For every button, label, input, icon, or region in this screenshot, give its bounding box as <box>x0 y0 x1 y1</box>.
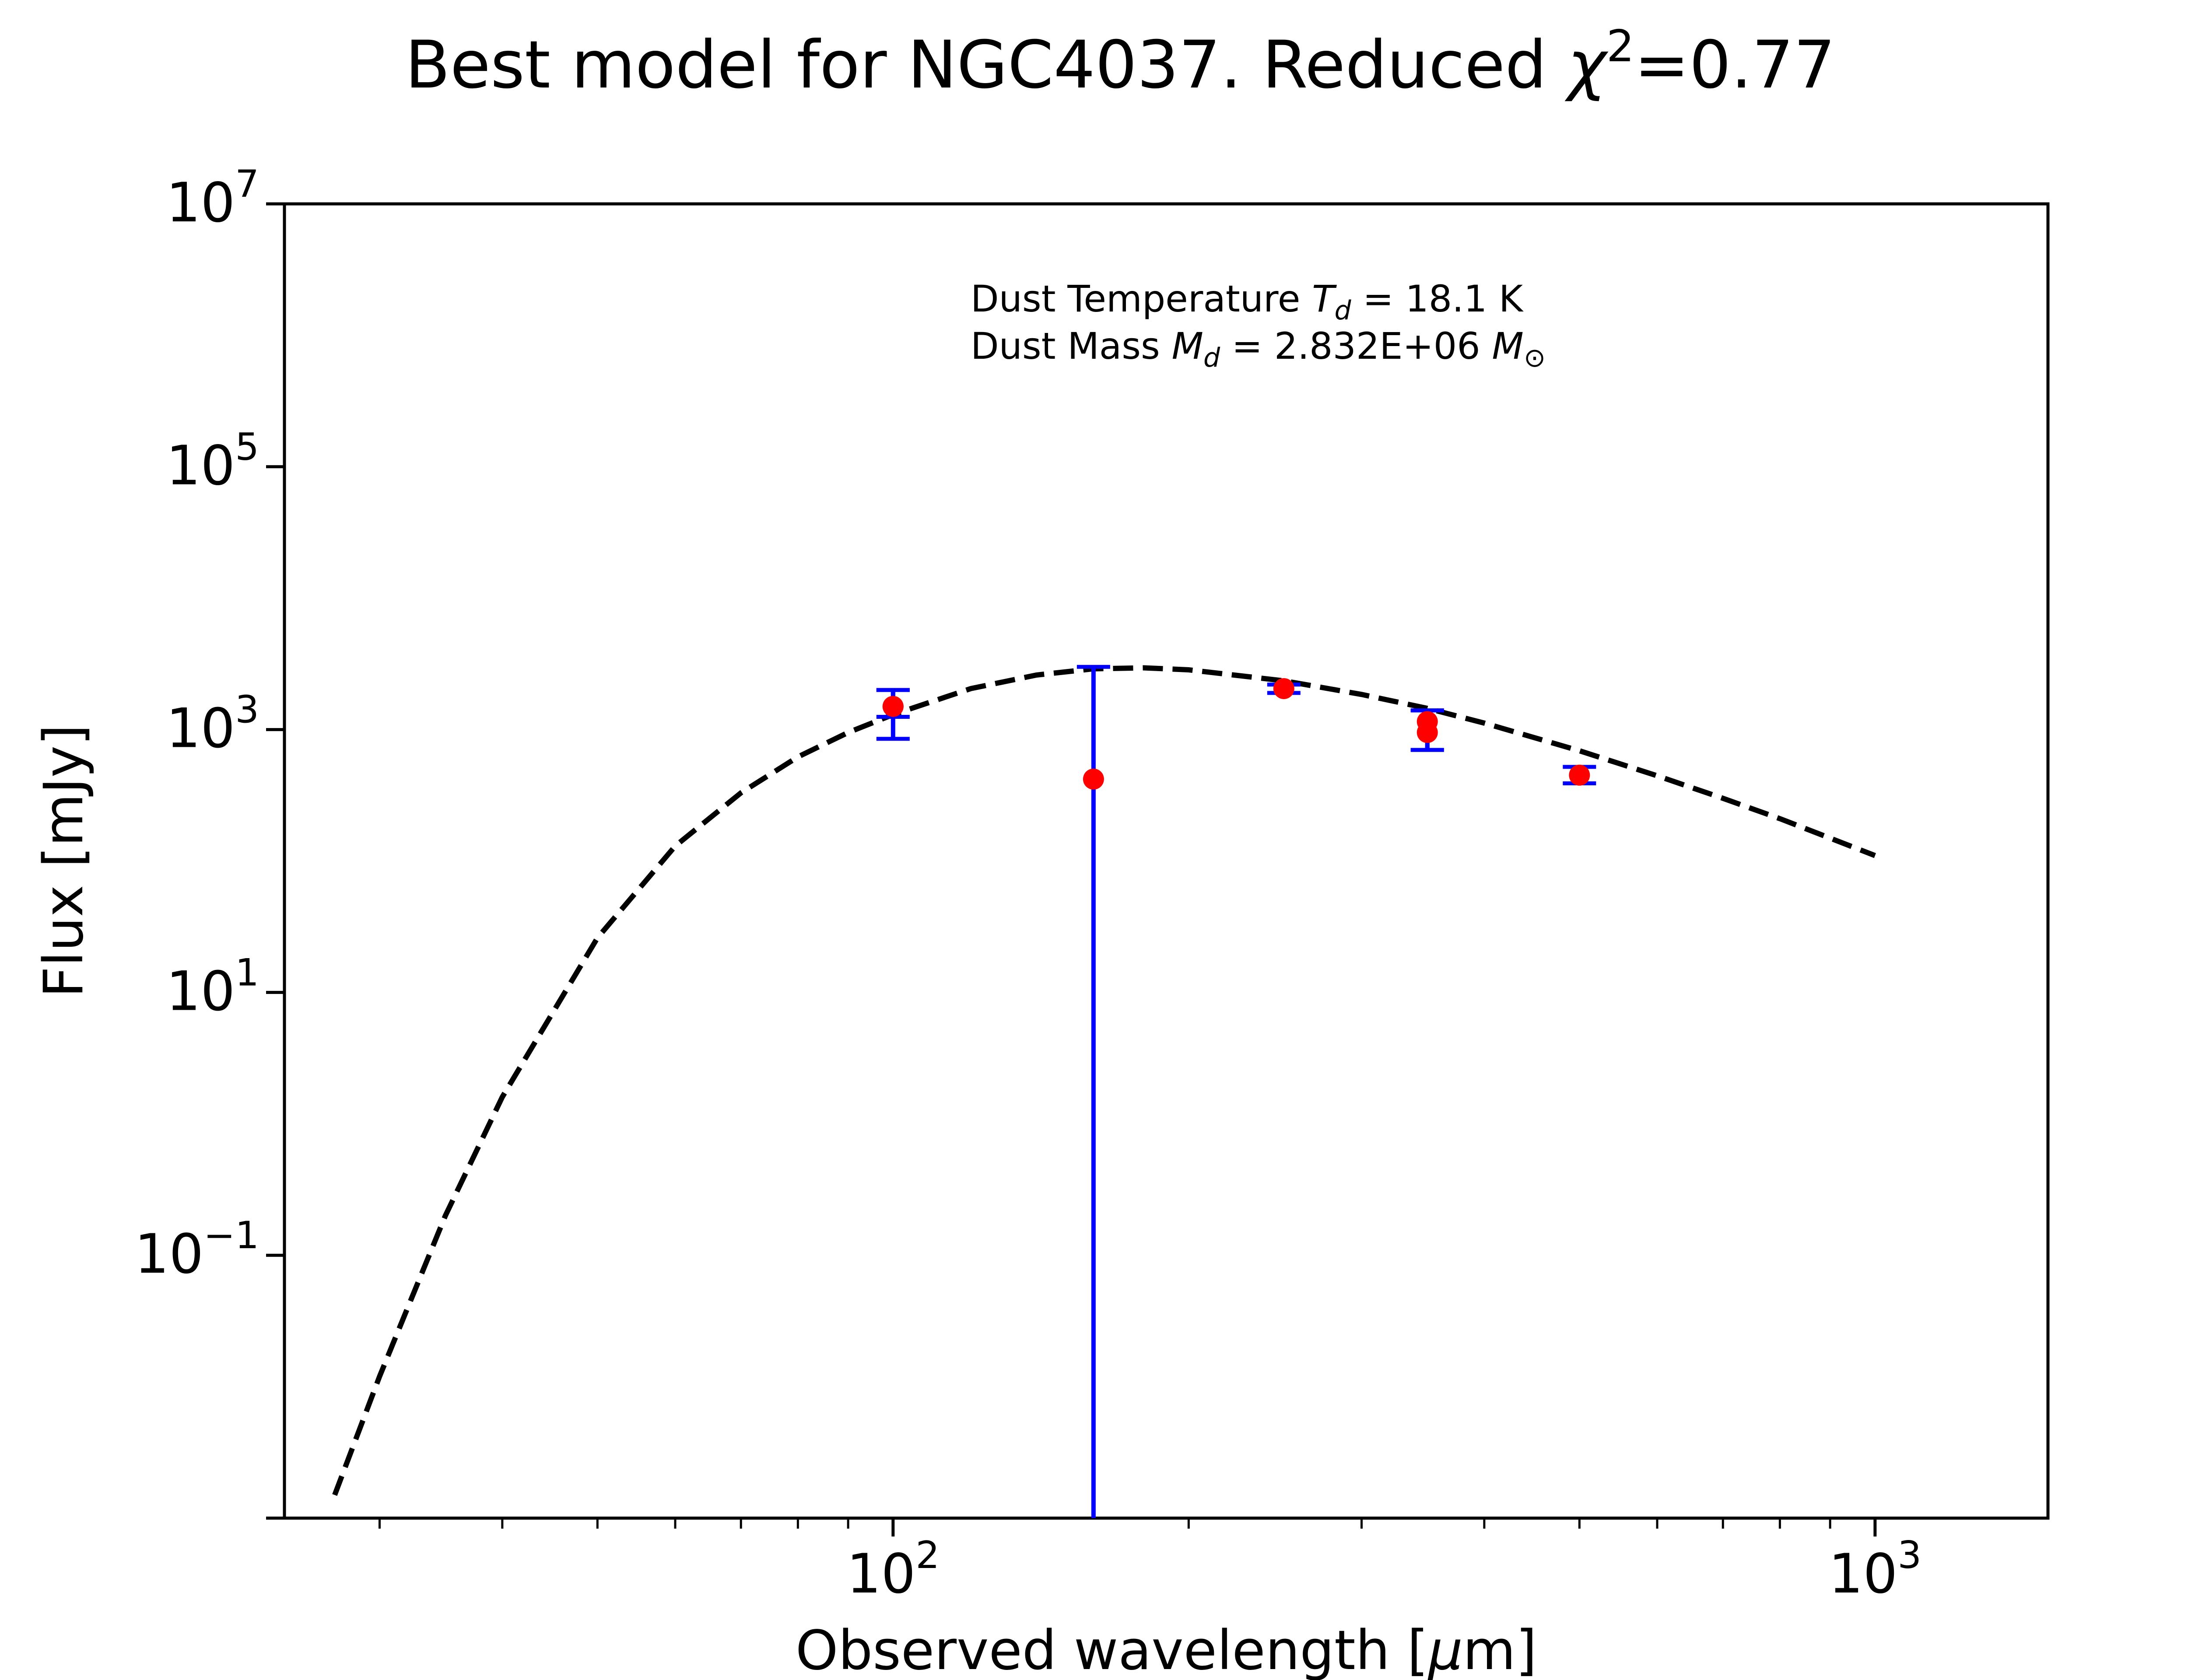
plot-area <box>283 202 2050 1520</box>
annotation-mass: Dust Mass Md = 2.832E+06 M⊙ <box>971 325 1546 373</box>
data-points <box>882 678 1590 790</box>
y-tick-label: 103 <box>166 688 259 760</box>
chart-title-suffix: =0.77 <box>1634 27 1836 103</box>
annotation-mass-unit-symbol: M <box>1492 325 1523 368</box>
x-axis-label: Observed wavelength [μm] <box>796 1619 1537 1680</box>
annotation-temperature: Dust Temperature Td = 18.1 K <box>971 277 1524 326</box>
data-point <box>882 696 904 717</box>
error-bars <box>876 665 1596 1518</box>
y-tick-label: 107 <box>166 162 259 234</box>
annotation-temperature-label: Dust Temperature <box>971 277 1312 320</box>
data-point <box>1273 678 1294 699</box>
x-axis-label-prefix: Observed wavelength [ <box>796 1619 1428 1680</box>
annotation-mass-value: = 2.832E+06 <box>1220 325 1492 368</box>
model-curve <box>332 665 1876 1496</box>
x-tick-label: 102 <box>847 1533 940 1606</box>
y-axis-label: Flux [mJy] <box>32 724 95 998</box>
y-tick-label: 101 <box>166 951 259 1023</box>
y-tick-label: 10−1 <box>134 1214 259 1286</box>
x-tick-label: 103 <box>1829 1533 1922 1606</box>
chart-title-exponent: 2 <box>1606 21 1634 72</box>
annotation-temperature-symbol: T <box>1312 277 1337 320</box>
x-axis-label-mu: μ <box>1427 1619 1463 1680</box>
y-tick-label: 105 <box>166 425 259 497</box>
annotation-mass-symbol: M <box>1172 325 1203 368</box>
chart-title-chi: χ <box>1564 27 1609 103</box>
chart-title: Best model for NGC4037. Reduced χ2=0.77 <box>405 21 1836 103</box>
x-axis-label-suffix: m] <box>1463 1619 1537 1680</box>
chart-title-prefix: Best model for NGC4037. Reduced <box>405 27 1568 103</box>
annotation-temperature-value: = 18.1 K <box>1351 277 1524 320</box>
annotation-mass-subscript: d <box>1203 343 1220 373</box>
data-point <box>1083 768 1104 790</box>
data-point <box>1569 764 1590 786</box>
data-point <box>1417 722 1438 743</box>
annotation-temperature-subscript: d <box>1334 295 1351 326</box>
axis-ticks: 102 103 10−1 101 103 105 107 <box>134 162 1922 1606</box>
annotation-mass-unit-subscript: ⊙ <box>1524 343 1546 373</box>
annotation-mass-label: Dust Mass <box>971 325 1172 368</box>
